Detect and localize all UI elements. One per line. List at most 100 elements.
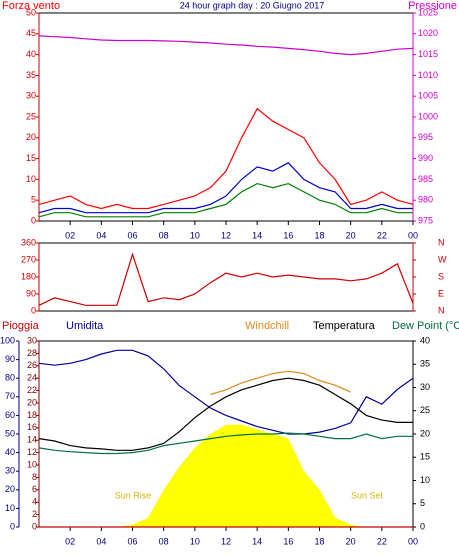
line (38, 35, 414, 56)
legend-entry: Dew Point (°C (392, 320, 459, 332)
legend-entry: Forza vento (2, 0, 60, 12)
y-tick-label: 20 (27, 397, 37, 407)
y-tick-label: 25 (26, 111, 36, 121)
y-tick-label: 26 (27, 360, 37, 370)
y-tick-label: 1005 (418, 91, 438, 101)
y-tick-label: 24 (27, 373, 37, 383)
annotation: Sun Set (351, 490, 384, 500)
x-tick-label: 10 (190, 536, 200, 546)
x-tick-label: 02 (65, 536, 75, 546)
y-tick-label: 12 (27, 447, 37, 457)
y-tick-label: 30 (420, 382, 430, 392)
y-tick-label: 1000 (418, 111, 438, 121)
y-tick-label: 30 (27, 335, 37, 345)
y-tick-label: 22 (27, 385, 37, 395)
y-tick-label: 0 (31, 215, 36, 225)
y-tick-label: 30 (26, 91, 36, 101)
x-tick-label: 20 (346, 230, 356, 240)
annotation: Sun Rise (115, 490, 152, 500)
y-tick-label: 30 (5, 466, 15, 476)
area (39, 424, 413, 527)
x-tick-label: 04 (96, 230, 106, 240)
y-tick-label: 50 (5, 428, 15, 438)
y-tick-label: 40 (26, 49, 36, 59)
line (210, 370, 351, 396)
y-tick-label: 40 (5, 447, 15, 457)
y-tick-label: 90 (5, 354, 15, 364)
y-tick-label: 0 (31, 305, 36, 315)
y-tick-label: 20 (420, 428, 430, 438)
y-tick-label: 8 (32, 472, 37, 482)
y-tick-label: 975 (418, 215, 433, 225)
x-tick-label: 12 (221, 536, 231, 546)
y-tick-label: 10 (27, 459, 37, 469)
line (38, 182, 413, 218)
y-tick-label: 90 (26, 288, 36, 298)
y-tick-label: 2 (32, 509, 37, 519)
y-tick-label: W (438, 254, 447, 264)
x-tick-label: 22 (377, 230, 387, 240)
line (38, 432, 413, 455)
y-tick-label: 1025 (418, 7, 438, 17)
x-tick-label: 04 (96, 536, 106, 546)
y-tick-label: 14 (27, 435, 37, 445)
y-tick-label: S (438, 271, 444, 281)
y-tick-label: 15 (26, 153, 36, 163)
y-tick-label: 990 (418, 153, 433, 163)
y-tick-label: 1010 (418, 70, 438, 80)
x-tick-label: 06 (127, 230, 137, 240)
y-tick-label: 0 (420, 521, 425, 531)
line (38, 349, 414, 435)
y-tick-label: 18 (27, 410, 37, 420)
x-tick-label: 10 (190, 230, 200, 240)
line (38, 377, 413, 451)
y-tick-label: 6 (32, 484, 37, 494)
x-tick-label: 20 (346, 536, 356, 546)
x-tick-label: 18 (314, 230, 324, 240)
x-tick-label: 00 (408, 536, 418, 546)
line (38, 107, 414, 210)
y-tick-label: 985 (418, 174, 433, 184)
y-tick-label: 80 (5, 373, 15, 383)
y-tick-label: E (438, 288, 444, 298)
y-tick-label: 995 (418, 132, 433, 142)
x-tick-label: 16 (283, 536, 293, 546)
y-tick-label: 20 (26, 132, 36, 142)
legend-entry: Temperatura (313, 320, 376, 332)
x-tick-label: 02 (65, 230, 75, 240)
y-tick-label: 35 (26, 70, 36, 80)
x-tick-label: 08 (159, 536, 169, 546)
y-tick-label: 10 (420, 475, 430, 485)
y-tick-label: 1015 (418, 49, 438, 59)
line (38, 252, 414, 306)
y-tick-label: N (438, 237, 445, 247)
y-tick-label: 5 (420, 498, 425, 508)
y-tick-label: 1020 (418, 28, 438, 38)
line (38, 162, 413, 214)
y-tick-label: 270 (21, 254, 36, 264)
y-tick-label: N (438, 305, 445, 315)
y-tick-label: 20 (5, 484, 15, 494)
x-tick-label: 08 (159, 230, 169, 240)
y-tick-label: 16 (27, 422, 37, 432)
y-tick-label: 40 (420, 335, 430, 345)
x-tick-label: 12 (221, 230, 231, 240)
y-tick-label: 35 (420, 359, 430, 369)
y-tick-label: 0 (10, 521, 15, 531)
y-tick-label: 25 (420, 405, 430, 415)
x-tick-label: 22 (377, 536, 387, 546)
y-tick-label: 5 (31, 195, 36, 205)
y-tick-label: 10 (5, 503, 15, 513)
y-tick-label: 360 (21, 237, 36, 247)
legend-entry: Windchill (245, 320, 289, 332)
y-tick-label: 980 (418, 195, 433, 205)
x-tick-label: 18 (314, 536, 324, 546)
y-tick-label: 50 (26, 7, 36, 17)
x-tick-label: 14 (252, 230, 262, 240)
legend-entry: Pressione (408, 0, 457, 12)
legend-entry: Pioggia (2, 320, 40, 332)
chart-title: 24 hour graph day : 20 Giugno 2017 (180, 0, 325, 10)
y-tick-label: 45 (26, 28, 36, 38)
y-tick-label: 100 (0, 335, 15, 345)
